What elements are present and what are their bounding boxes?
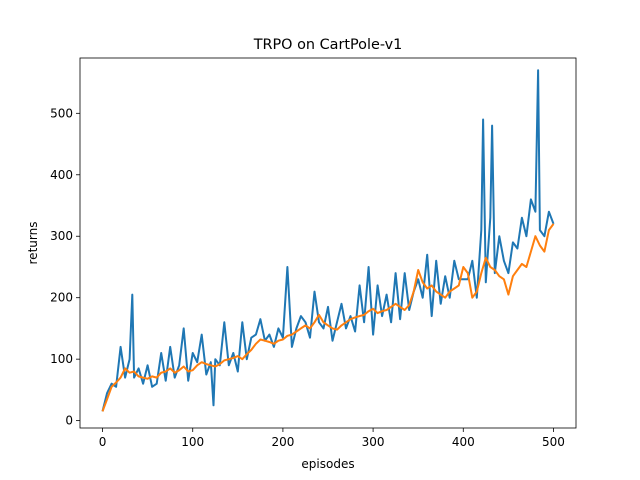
x-tick-label: 200: [271, 435, 294, 449]
x-tick-label: 500: [542, 435, 565, 449]
x-tick-label: 100: [181, 435, 204, 449]
y-tick-label: 0: [65, 414, 73, 428]
smoothed-returns-line: [101, 223, 555, 412]
y-tick-label: 100: [50, 352, 73, 366]
y-axis: 0 100 200 300 400 500: [50, 106, 80, 428]
x-axis-label: episodes: [301, 457, 354, 471]
y-tick-label: 500: [50, 106, 73, 120]
y-tick-label: 400: [50, 168, 73, 182]
x-tick-label: 400: [452, 435, 475, 449]
x-tick-label: 0: [99, 435, 107, 449]
y-axis-label: returns: [26, 222, 40, 265]
y-tick-label: 300: [50, 229, 73, 243]
chart-title: TRPO on CartPole-v1: [253, 37, 403, 53]
x-axis: 0 100 200 300 400 500: [99, 428, 565, 449]
y-tick-label: 200: [50, 291, 73, 305]
plot-lines: [101, 69, 555, 412]
plot-frame: [79, 57, 577, 429]
x-tick-label: 300: [362, 435, 385, 449]
